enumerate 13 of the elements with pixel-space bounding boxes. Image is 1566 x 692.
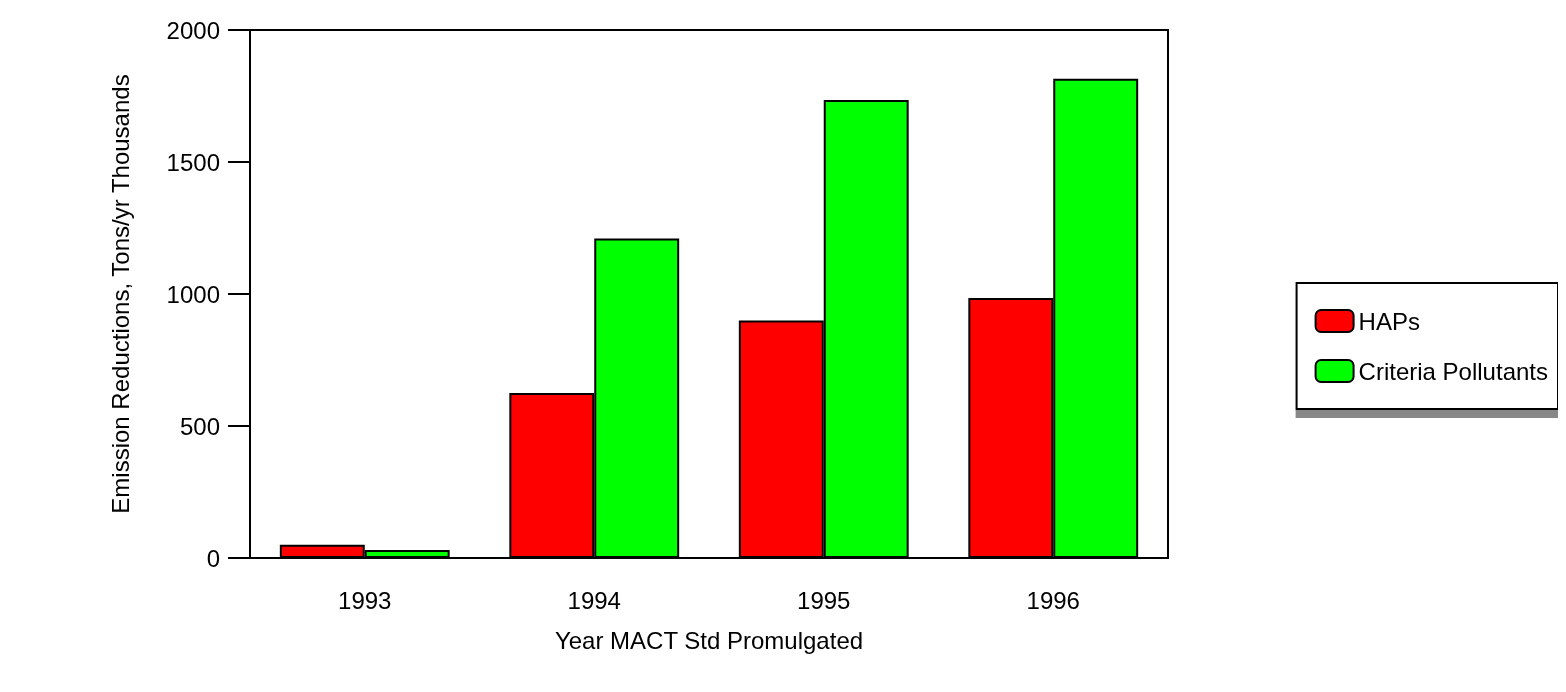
y-tick-label: 1000	[166, 280, 220, 308]
y-axis-title: Emission Reductions, Tons/yr Thousands	[106, 74, 134, 514]
x-tick-label: 1996	[1026, 586, 1080, 614]
x-tick-label: 1994	[567, 586, 621, 614]
x-tick-label: 1995	[797, 586, 851, 614]
legend-label: Criteria Pollutants	[1358, 357, 1549, 385]
x-axis-title: Year MACT Std Promulgated	[554, 626, 864, 654]
y-tick-label: 500	[179, 412, 220, 440]
y-tick-label: 0	[206, 544, 220, 572]
y-tick-label: 2000	[166, 16, 220, 44]
x-tick-label: 1993	[338, 586, 392, 614]
y-tick-label: 1500	[166, 148, 220, 176]
legend-label: HAPs	[1358, 307, 1420, 335]
